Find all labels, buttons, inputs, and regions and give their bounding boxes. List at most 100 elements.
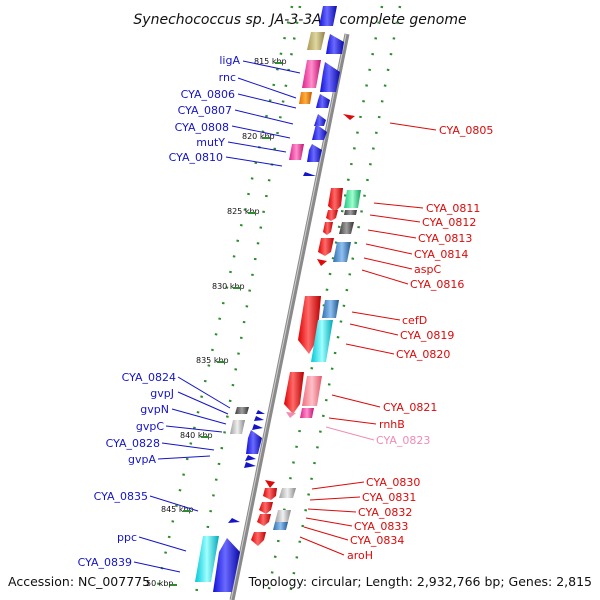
gene-arrow-ligA[interactable] bbox=[320, 62, 340, 92]
gene-box-cya0821[interactable] bbox=[302, 376, 322, 406]
gene-arrow-cya0808[interactable] bbox=[312, 124, 327, 140]
gene-box-cya0812[interactable] bbox=[344, 210, 357, 215]
gene-label-cefD[interactable]: cefD bbox=[402, 314, 427, 327]
callout-line-cya0814 bbox=[365, 243, 413, 255]
gene-arrow-cya0805[interactable] bbox=[343, 114, 355, 120]
gene-arrow-cya0821[interactable] bbox=[284, 372, 304, 414]
gene-label-gvpC[interactable]: gvpC bbox=[136, 420, 164, 433]
right-callout-lines bbox=[299, 122, 437, 556]
gene-arrow-gvpJ[interactable] bbox=[254, 416, 264, 421]
callout-line-cya0824 bbox=[177, 376, 231, 409]
gene-box-cya0813[interactable] bbox=[339, 222, 354, 234]
gene-arrow-cya0824[interactable] bbox=[256, 410, 265, 414]
gene-box-cya0820[interactable] bbox=[311, 320, 333, 362]
callout-line-mutY bbox=[227, 141, 287, 153]
gene-arrow-aroH[interactable] bbox=[251, 532, 266, 546]
gene-label-aspC[interactable]: aspC bbox=[414, 263, 441, 276]
gene-arrow-gvpC[interactable] bbox=[246, 430, 262, 454]
gene-box-rnhB[interactable] bbox=[300, 408, 314, 418]
gene-arrow-cya0811[interactable] bbox=[328, 188, 343, 212]
scale-label-845: 845 kbp bbox=[161, 505, 194, 514]
gene-arrow-mutY[interactable] bbox=[307, 144, 322, 162]
gene-label-cya0824[interactable]: CYA_0824 bbox=[122, 371, 176, 384]
gene-label-cya0833[interactable]: CYA_0833 bbox=[354, 520, 408, 533]
gene-box-aspC[interactable] bbox=[333, 242, 351, 262]
callout-line-rnhB bbox=[328, 417, 377, 425]
gene-label-cya0813[interactable]: CYA_0813 bbox=[418, 232, 472, 245]
callout-line-ppc bbox=[138, 536, 187, 552]
left-gene-labels: ligA rnc CYA_0806 CYA_0807 CYA_0808 mutY… bbox=[78, 54, 241, 569]
gene-arrow-cya0830[interactable] bbox=[265, 480, 275, 488]
gene-arrow-cya0832[interactable] bbox=[259, 502, 273, 514]
gene-arrow-ppc[interactable] bbox=[213, 538, 240, 592]
gene-box-gvpC[interactable] bbox=[230, 420, 245, 434]
gene-box-ppc[interactable] bbox=[195, 536, 219, 582]
gene-label-cya0816[interactable]: CYA_0816 bbox=[410, 278, 464, 291]
gene-label-cya0821[interactable]: CYA_0821 bbox=[383, 401, 437, 414]
scale-label-815: 815 kbp bbox=[254, 57, 287, 66]
gene-label-ligA[interactable]: ligA bbox=[219, 54, 240, 67]
gene-box-rnc[interactable] bbox=[299, 92, 312, 104]
gene-arrow-cya0814[interactable] bbox=[318, 238, 334, 256]
gene-label-cya0835[interactable]: CYA_0835 bbox=[94, 490, 148, 503]
inner-left-tick-track bbox=[194, 5, 302, 595]
gene-label-gvpN[interactable]: gvpN bbox=[140, 403, 169, 416]
gene-label-cya0806[interactable]: CYA_0806 bbox=[181, 88, 235, 101]
gene-box-olive[interactable] bbox=[307, 32, 325, 50]
scale-label-830: 830 kbp bbox=[212, 282, 245, 291]
gene-box-cya0834[interactable] bbox=[273, 522, 288, 530]
gene-label-cya0823[interactable]: CYA_0823 bbox=[376, 434, 430, 447]
gene-label-mutY[interactable]: mutY bbox=[196, 136, 225, 149]
gene-label-cya0814[interactable]: CYA_0814 bbox=[414, 248, 468, 261]
gene-label-cya0808[interactable]: CYA_0808 bbox=[175, 121, 229, 134]
gene-label-gvpJ[interactable]: gvpJ bbox=[150, 387, 174, 400]
gene-arrow-cya0828[interactable] bbox=[245, 455, 256, 461]
gene-label-cya0834[interactable]: CYA_0834 bbox=[350, 534, 404, 547]
gene-arrow-blue[interactable] bbox=[326, 34, 344, 54]
gene-label-cya0830[interactable]: CYA_0830 bbox=[366, 476, 420, 489]
gene-label-cya0810[interactable]: CYA_0810 bbox=[169, 151, 223, 164]
gene-box-mutY[interactable] bbox=[289, 144, 304, 160]
gene-arrow-cya0833[interactable] bbox=[257, 514, 271, 526]
gene-arrow-cya0813[interactable] bbox=[323, 222, 333, 235]
gene-label-cya0812[interactable]: CYA_0812 bbox=[422, 216, 476, 229]
gene-label-cya0811[interactable]: CYA_0811 bbox=[426, 202, 480, 215]
gene-label-cya0819[interactable]: CYA_0819 bbox=[400, 329, 454, 342]
map-title: Synechococcus sp. JA-3-3Ab, complete gen… bbox=[133, 12, 466, 28]
callout-line-gvpA bbox=[157, 455, 211, 460]
gene-box-cya0833[interactable] bbox=[275, 510, 291, 522]
gene-arrow-cya0807[interactable] bbox=[314, 114, 326, 126]
gene-arrow-rnc[interactable] bbox=[316, 94, 330, 108]
gene-arrow-cya0835[interactable] bbox=[228, 518, 240, 523]
gene-arrow-gvpN[interactable] bbox=[252, 424, 263, 430]
gene-label-rnhB[interactable]: rnhB bbox=[379, 418, 405, 431]
gene-arrow-top-blue[interactable] bbox=[319, 6, 337, 26]
gene-arrow-cya0823[interactable] bbox=[286, 412, 296, 418]
gene-label-gvpA[interactable]: gvpA bbox=[128, 453, 156, 466]
gene-label-rnc[interactable]: rnc bbox=[219, 71, 236, 84]
gene-label-cya0807[interactable]: CYA_0807 bbox=[178, 104, 232, 117]
gene-label-cya0839[interactable]: CYA_0839 bbox=[78, 556, 132, 569]
gene-box-cya0811[interactable] bbox=[344, 190, 361, 208]
gene-arrow-cya0831[interactable] bbox=[263, 488, 277, 500]
gene-arrow-cya0812[interactable] bbox=[326, 210, 338, 221]
gene-box-cya0824[interactable] bbox=[235, 407, 249, 414]
gene-arrow-cya0816[interactable] bbox=[317, 259, 327, 266]
gene-label-cya0820[interactable]: CYA_0820 bbox=[396, 348, 450, 361]
gene-label-ppc[interactable]: ppc bbox=[117, 531, 137, 544]
genome-backbone-highlight bbox=[230, 33, 347, 600]
gene-label-cya0828[interactable]: CYA_0828 bbox=[106, 437, 160, 450]
gene-label-cya0832[interactable]: CYA_0832 bbox=[358, 506, 412, 519]
gene-box-ligA[interactable] bbox=[302, 60, 321, 88]
callout-line-aroH bbox=[299, 536, 345, 556]
callout-line-cya0833 bbox=[305, 517, 353, 527]
gene-arrow-cya0810[interactable] bbox=[303, 172, 316, 176]
gene-arrow-gvpA[interactable] bbox=[244, 462, 256, 468]
gene-box-cya0831[interactable] bbox=[279, 488, 296, 498]
gene-box-cefD[interactable] bbox=[322, 300, 339, 318]
gene-label-cya0805[interactable]: CYA_0805 bbox=[439, 124, 493, 137]
callout-line-cya0834 bbox=[303, 526, 349, 541]
gene-label-cya0831[interactable]: CYA_0831 bbox=[362, 491, 416, 504]
gene-label-aroH[interactable]: aroH bbox=[347, 549, 373, 562]
